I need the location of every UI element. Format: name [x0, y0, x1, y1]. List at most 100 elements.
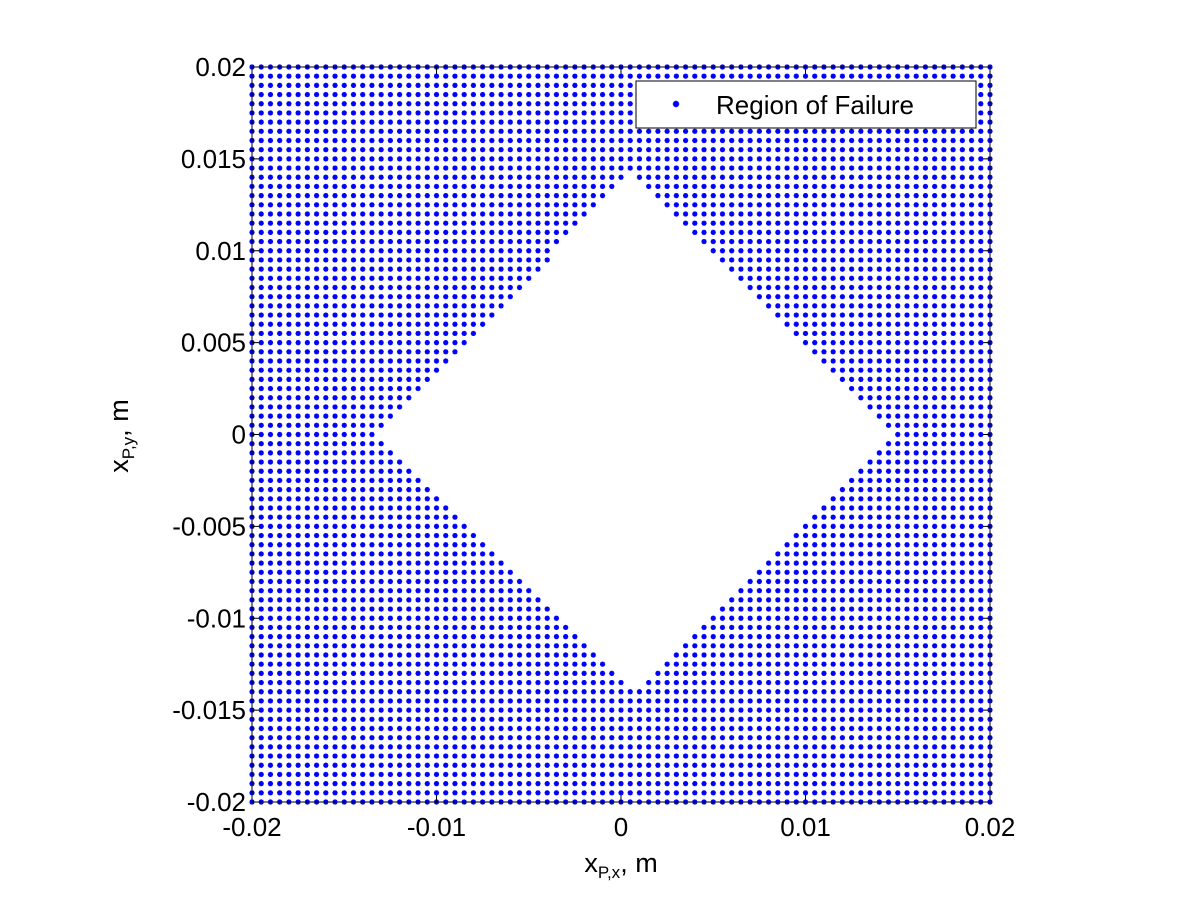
data-point [470, 643, 476, 649]
data-point [682, 716, 689, 722]
data-point [424, 790, 430, 796]
data-point [360, 670, 366, 676]
data-point [350, 156, 357, 162]
data-point [507, 91, 513, 98]
data-point [802, 560, 809, 566]
data-point [839, 229, 845, 235]
data-point [913, 588, 919, 594]
data-point [618, 110, 624, 116]
data-point [646, 165, 652, 171]
data-point [904, 679, 910, 686]
data-point [876, 487, 882, 493]
data-point [397, 312, 403, 318]
data-point [802, 569, 809, 575]
data-point [904, 560, 910, 566]
data-point [885, 395, 892, 401]
data-point [470, 193, 476, 199]
data-point [415, 652, 421, 658]
data-point [839, 312, 845, 318]
data-point [323, 137, 329, 144]
data-point [581, 771, 587, 778]
data-point [516, 744, 523, 750]
data-point [286, 588, 292, 594]
data-point [738, 257, 744, 263]
data-point [470, 174, 476, 180]
data-point [913, 183, 919, 190]
data-point [304, 385, 310, 392]
data-point [378, 569, 384, 575]
data-point [415, 82, 421, 88]
data-point [978, 312, 984, 318]
data-point [867, 689, 873, 695]
data-point [793, 725, 799, 732]
data-point [470, 670, 476, 676]
data-point [821, 624, 827, 631]
data-point [378, 542, 384, 548]
data-point [812, 744, 818, 750]
data-point [258, 597, 264, 603]
data-point [480, 652, 486, 658]
data-point [258, 284, 264, 291]
data-point [885, 514, 892, 520]
data-point [452, 220, 458, 226]
data-point [858, 128, 864, 134]
data-point [821, 643, 827, 649]
data-point [876, 450, 882, 456]
data-point [544, 156, 550, 162]
data-point [277, 588, 283, 594]
data-point [378, 321, 384, 327]
data-point [932, 560, 938, 566]
data-point [922, 376, 929, 382]
data-point [313, 523, 320, 529]
data-point [821, 689, 827, 695]
data-point [941, 496, 947, 502]
data-point [424, 367, 430, 373]
data-point [950, 634, 956, 640]
data-point [489, 716, 495, 722]
data-point [941, 137, 947, 144]
data-point [812, 578, 818, 585]
data-point [461, 624, 467, 631]
data-point [277, 266, 283, 272]
data-point [756, 569, 762, 575]
data-point [775, 790, 781, 796]
data-point [830, 661, 836, 667]
data-point [784, 229, 790, 235]
data-point [766, 284, 772, 291]
data-point [839, 523, 845, 529]
data-point [553, 202, 560, 208]
data-point [968, 505, 975, 511]
data-point [738, 744, 744, 750]
data-point [867, 505, 873, 511]
data-point [959, 523, 965, 529]
data-point [895, 551, 901, 557]
data-point [904, 459, 910, 465]
data-point [719, 174, 726, 180]
data-point [397, 505, 403, 511]
data-point [535, 119, 541, 125]
data-point [812, 284, 818, 291]
data-point [313, 542, 320, 548]
data-point [802, 211, 809, 217]
data-point [747, 165, 753, 171]
data-point [821, 569, 827, 575]
data-point [526, 174, 532, 180]
data-point [360, 716, 366, 722]
data-point [895, 735, 901, 741]
data-point [867, 716, 873, 722]
data-point [701, 744, 707, 750]
data-point [609, 771, 615, 778]
data-point [618, 725, 624, 732]
data-point [682, 781, 689, 787]
data-point [341, 569, 347, 575]
data-point [904, 634, 910, 640]
data-point [360, 634, 366, 640]
data-point [655, 762, 661, 768]
data-point [443, 698, 449, 704]
data-point [350, 349, 357, 355]
data-point [360, 790, 366, 796]
data-point [950, 514, 956, 520]
data-point [839, 753, 845, 759]
data-point [323, 514, 329, 520]
data-point [277, 532, 283, 539]
